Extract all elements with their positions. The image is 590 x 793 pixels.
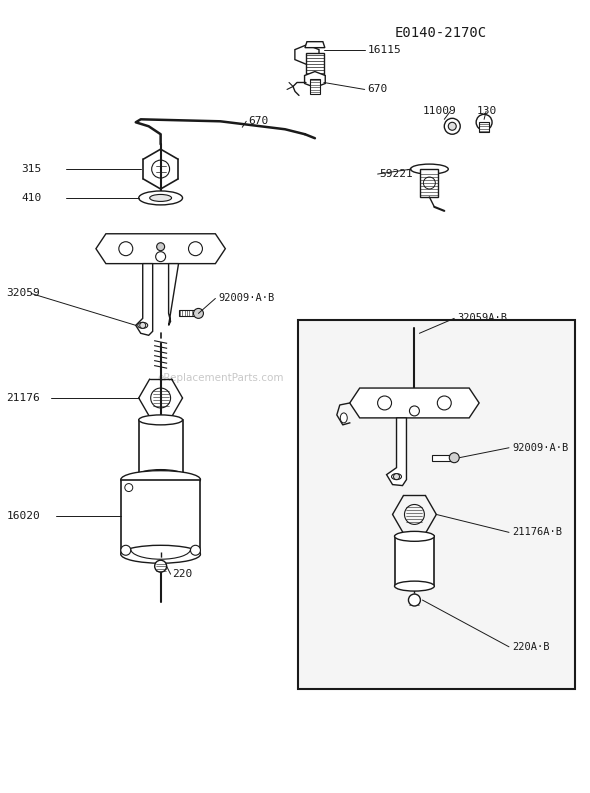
- Text: 220: 220: [173, 569, 193, 579]
- Text: 21176A·B: 21176A·B: [512, 527, 562, 538]
- Text: 16115: 16115: [368, 44, 401, 55]
- Text: 220A·B: 220A·B: [512, 642, 549, 652]
- Bar: [179, 310, 196, 316]
- Circle shape: [378, 396, 392, 410]
- Text: 410: 410: [21, 193, 41, 203]
- Bar: [395, 536, 434, 586]
- Text: 11009: 11009: [422, 106, 456, 117]
- Ellipse shape: [392, 473, 402, 480]
- Ellipse shape: [150, 194, 172, 201]
- Circle shape: [121, 546, 131, 555]
- Bar: [139, 419, 182, 475]
- Text: 92009·A·B: 92009·A·B: [218, 293, 274, 304]
- Polygon shape: [305, 42, 325, 48]
- Circle shape: [449, 453, 459, 462]
- Ellipse shape: [121, 546, 201, 563]
- Circle shape: [394, 473, 399, 480]
- Circle shape: [125, 484, 133, 492]
- Text: E0140-2170C: E0140-2170C: [395, 25, 487, 40]
- Ellipse shape: [139, 469, 182, 480]
- Polygon shape: [96, 234, 225, 263]
- Text: 315: 315: [21, 164, 41, 174]
- Polygon shape: [350, 388, 479, 418]
- Circle shape: [194, 308, 204, 318]
- Text: 32059A·B: 32059A·B: [457, 313, 507, 324]
- Ellipse shape: [139, 191, 182, 205]
- Circle shape: [156, 251, 166, 262]
- Circle shape: [448, 122, 456, 130]
- Polygon shape: [136, 263, 153, 335]
- Circle shape: [191, 546, 201, 555]
- Bar: [121, 480, 201, 554]
- Circle shape: [157, 243, 165, 251]
- Text: 92009·A·B: 92009·A·B: [512, 442, 568, 453]
- Bar: [421, 169, 438, 197]
- Ellipse shape: [395, 531, 434, 542]
- Circle shape: [476, 114, 492, 130]
- Circle shape: [119, 242, 133, 255]
- Bar: [298, 320, 575, 688]
- Text: 21176: 21176: [6, 393, 40, 403]
- Circle shape: [444, 118, 460, 134]
- Bar: [479, 122, 489, 132]
- Text: 670: 670: [248, 117, 268, 126]
- Circle shape: [437, 396, 451, 410]
- Text: 59221: 59221: [379, 169, 414, 179]
- Text: 670: 670: [368, 84, 388, 94]
- Ellipse shape: [137, 322, 148, 328]
- Circle shape: [188, 242, 202, 255]
- Ellipse shape: [411, 164, 448, 174]
- Bar: [310, 79, 320, 94]
- Polygon shape: [169, 263, 179, 325]
- Circle shape: [409, 406, 419, 416]
- Circle shape: [155, 560, 166, 573]
- Bar: [432, 454, 453, 461]
- Circle shape: [408, 594, 421, 606]
- Circle shape: [140, 322, 146, 328]
- Text: 16020: 16020: [6, 511, 40, 522]
- Text: 32059: 32059: [6, 289, 40, 298]
- Text: 130: 130: [477, 106, 497, 117]
- Polygon shape: [295, 44, 319, 64]
- Ellipse shape: [340, 413, 348, 423]
- Ellipse shape: [139, 415, 182, 425]
- Polygon shape: [386, 418, 407, 485]
- Text: eReplacementParts.com: eReplacementParts.com: [157, 373, 284, 383]
- Bar: [306, 52, 324, 75]
- Ellipse shape: [395, 581, 434, 591]
- Polygon shape: [304, 71, 325, 87]
- Ellipse shape: [121, 471, 201, 488]
